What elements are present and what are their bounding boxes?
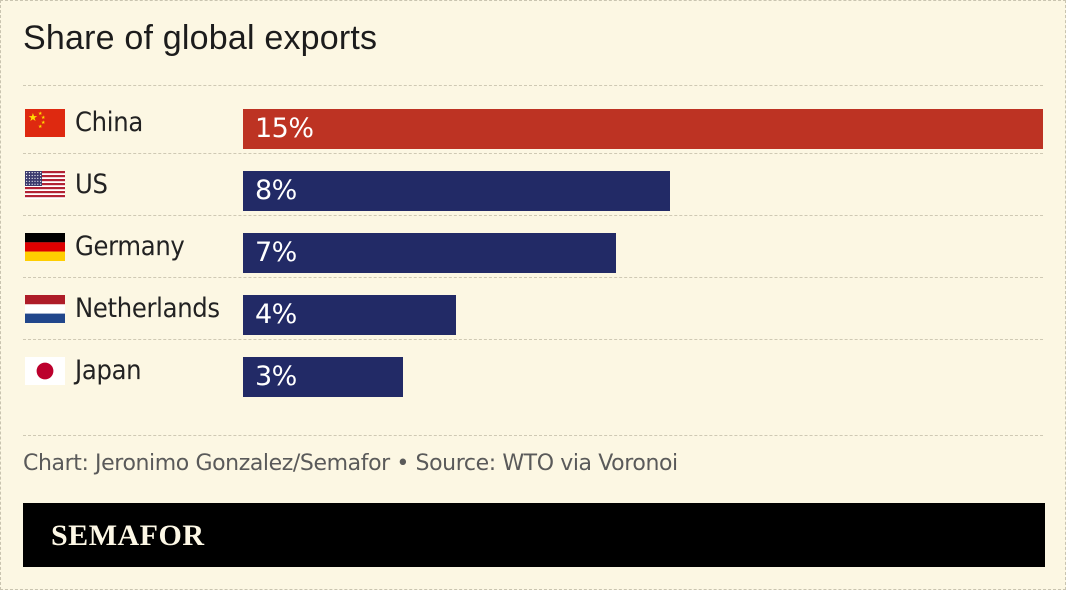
brand-footer: SEMAFOR bbox=[23, 503, 1045, 567]
svg-text:★: ★ bbox=[41, 120, 46, 126]
svg-text:★: ★ bbox=[41, 115, 46, 121]
row-divider bbox=[23, 277, 1043, 278]
bar-value-label: 4% bbox=[255, 299, 297, 330]
bar bbox=[243, 357, 403, 397]
bar-value-label: 15% bbox=[255, 113, 314, 144]
bar-value-label: 8% bbox=[255, 175, 297, 206]
category-label: China bbox=[75, 107, 143, 138]
footer-divider bbox=[23, 435, 1043, 436]
chart-credit: Chart: Jeronimo Gonzalez/Semafor • Sourc… bbox=[23, 451, 678, 476]
us-flag-icon bbox=[25, 171, 65, 199]
bar bbox=[243, 295, 457, 335]
category-label: US bbox=[75, 169, 108, 200]
bar bbox=[243, 233, 617, 273]
japan-flag-icon bbox=[25, 357, 65, 385]
svg-text:★: ★ bbox=[38, 111, 43, 117]
bar bbox=[243, 171, 670, 211]
bar bbox=[243, 109, 1043, 149]
germany-flag-icon bbox=[25, 233, 65, 261]
row-divider bbox=[23, 153, 1043, 154]
category-label: Germany bbox=[75, 231, 185, 262]
china-flag-icon: ★ ★ ★ ★ ★ bbox=[25, 109, 65, 137]
row-divider bbox=[23, 215, 1043, 216]
bar-row: Germany 7% bbox=[23, 213, 1043, 275]
svg-text:★: ★ bbox=[38, 124, 43, 130]
bar-value-label: 3% bbox=[255, 361, 297, 392]
brand-logo: SEMAFOR bbox=[51, 519, 205, 552]
row-divider bbox=[23, 339, 1043, 340]
netherlands-flag-icon bbox=[25, 295, 65, 323]
bar-value-label: 7% bbox=[255, 237, 297, 268]
category-label: Japan bbox=[75, 355, 142, 386]
bar-row: Netherlands 4% bbox=[23, 275, 1043, 337]
title-divider bbox=[23, 85, 1043, 86]
bar-row: Japan 3% bbox=[23, 337, 1043, 399]
bar-row: ★ ★ ★ ★ ★ China 15% bbox=[23, 89, 1043, 151]
category-label: Netherlands bbox=[75, 293, 220, 324]
chart-title: Share of global exports bbox=[23, 19, 378, 57]
bar-row: US 8% bbox=[23, 151, 1043, 213]
svg-text:★: ★ bbox=[28, 111, 38, 124]
